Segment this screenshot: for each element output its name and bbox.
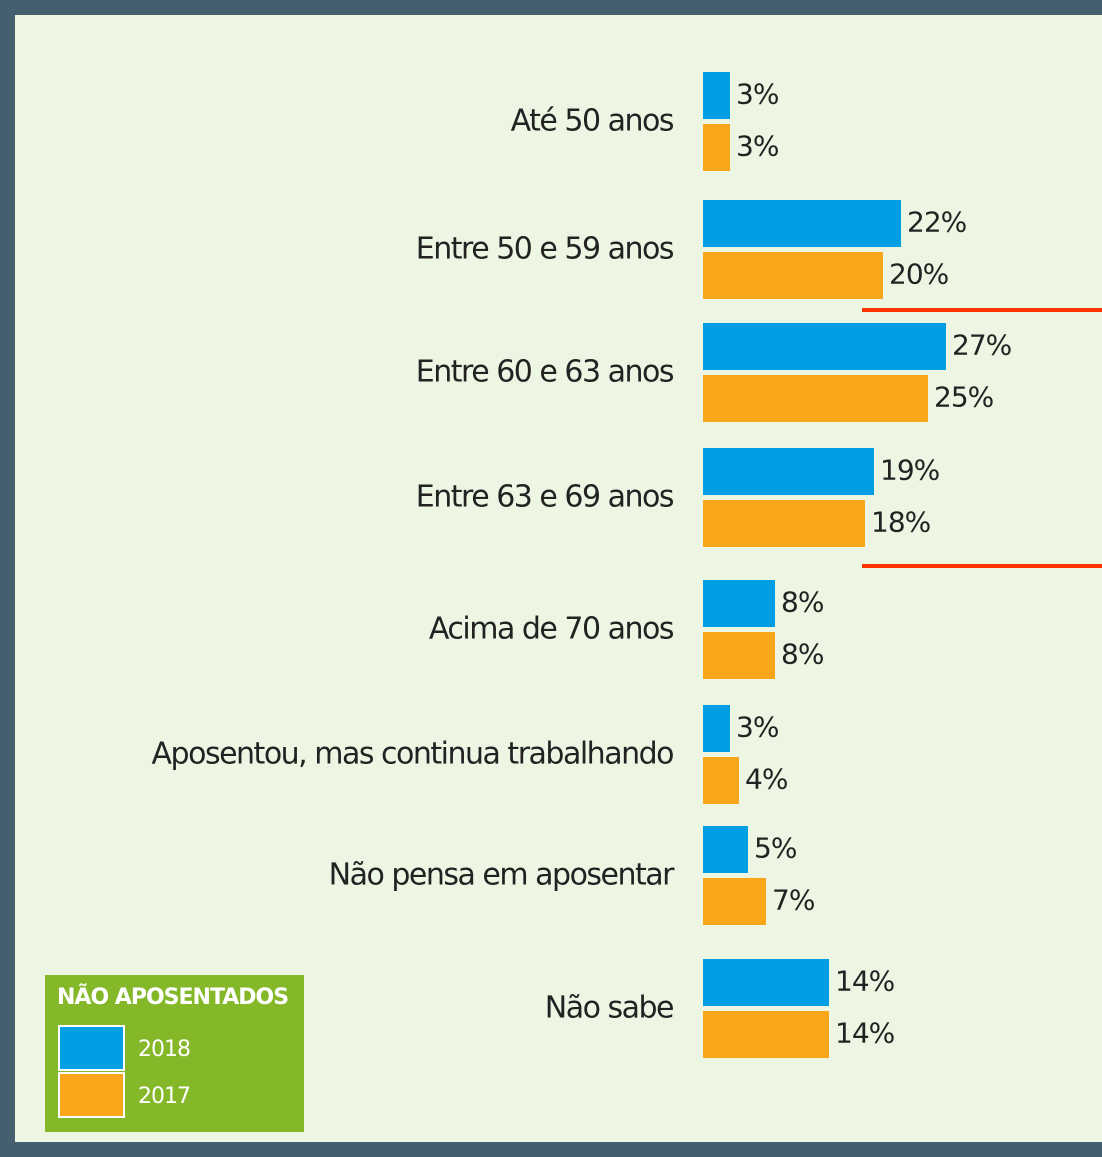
legend-label: 2017 (138, 1084, 190, 1109)
category-label: Entre 63 e 69 anos (416, 480, 674, 515)
bar (703, 200, 901, 247)
bar (703, 826, 748, 873)
value-label: 18% (871, 506, 931, 539)
bar (703, 252, 883, 299)
bar (703, 705, 730, 752)
legend-label: 2018 (138, 1037, 190, 1062)
bar (703, 124, 730, 171)
category-label: Acima de 70 anos (429, 612, 674, 647)
value-label: 20% (889, 258, 949, 291)
value-label: 3% (736, 130, 779, 163)
bar (703, 500, 865, 547)
category-label: Até 50 anos (511, 104, 674, 139)
category-label: Não pensa em aposentar (329, 858, 676, 893)
value-label: 4% (745, 763, 788, 796)
value-label: 27% (952, 329, 1012, 362)
bar (703, 323, 946, 370)
bar (703, 72, 730, 119)
bar (703, 580, 775, 627)
category-label: Não sabe (545, 991, 673, 1026)
value-label: 5% (754, 832, 797, 865)
bar (703, 632, 775, 679)
bar (703, 959, 829, 1006)
legend-swatch (58, 1025, 125, 1071)
bar (703, 448, 874, 495)
value-label: 14% (835, 965, 895, 998)
value-label: 7% (772, 884, 815, 917)
value-label: 8% (781, 586, 824, 619)
category-label: Entre 60 e 63 anos (416, 355, 674, 390)
value-label: 14% (835, 1017, 895, 1050)
bar (703, 375, 928, 422)
value-label: 19% (880, 454, 940, 487)
value-label: 3% (736, 711, 779, 744)
value-label: 8% (781, 638, 824, 671)
legend-title: NÃO APOSENTADOS (57, 984, 288, 1010)
category-label: Aposentou, mas continua trabalhando (152, 737, 674, 772)
value-label: 25% (934, 381, 994, 414)
value-label: 22% (907, 206, 967, 239)
bar (703, 1011, 829, 1058)
legend-swatch (58, 1072, 125, 1118)
bar (703, 878, 766, 925)
value-label: 3% (736, 78, 779, 111)
category-label: Entre 50 e 59 anos (416, 232, 674, 267)
panel (15, 15, 1102, 1142)
bar (703, 757, 739, 804)
